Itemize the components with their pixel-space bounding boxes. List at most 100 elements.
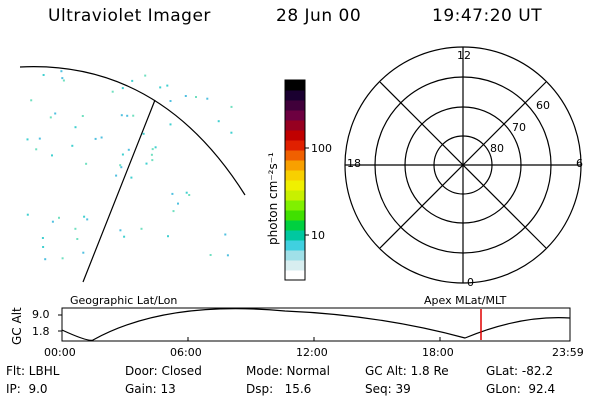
emission-dot <box>159 86 162 89</box>
emission-dot <box>51 220 54 223</box>
emission-dot <box>171 192 174 195</box>
colorbar-band <box>285 230 305 241</box>
emission-dot <box>127 148 130 151</box>
colorbar-band <box>285 120 305 131</box>
colorbar-band <box>285 250 305 261</box>
emission-dot <box>44 258 47 261</box>
colorbar-band <box>285 200 305 211</box>
seq-info: Seq: 39 <box>365 382 411 396</box>
colorbar-band <box>285 150 305 161</box>
colorbar-band <box>285 220 305 231</box>
emission-dot <box>119 229 122 232</box>
emission-dot <box>226 254 229 257</box>
emission-dot <box>209 254 212 256</box>
earth-limb <box>19 66 246 196</box>
polar-ring-60: 60 <box>536 99 550 112</box>
meridian-line <box>82 99 156 283</box>
dsp-info: Dsp: 15.6 <box>246 382 312 396</box>
emission-dot <box>206 97 209 100</box>
emission-dot <box>41 237 44 239</box>
colorbar-band <box>285 160 305 171</box>
polar-ring-70: 70 <box>512 121 526 134</box>
orbit-timeline <box>58 307 571 342</box>
flt-info: Flt: LBHL <box>6 364 60 378</box>
emission-dot <box>184 95 187 97</box>
emission-dot <box>42 74 45 76</box>
emission-dot <box>169 100 172 102</box>
colorbar-label-10: 10 <box>311 229 325 242</box>
emission-dot <box>121 87 124 90</box>
emission-dot <box>230 131 233 134</box>
emission-dot <box>151 159 154 162</box>
emission-dot <box>54 112 57 115</box>
emission-dot <box>82 251 85 254</box>
polar-ring-80: 80 <box>490 142 504 155</box>
emission-dot <box>188 194 191 196</box>
emission-dot <box>76 238 79 240</box>
emission-dot <box>224 233 227 236</box>
emission-dot <box>51 154 53 157</box>
emission-dot <box>150 153 153 156</box>
emission-dot <box>172 210 175 213</box>
y-tick-1-8: 1.8 <box>32 325 50 338</box>
emission-dot <box>60 70 63 73</box>
ip-info: IP: 9.0 <box>6 382 48 396</box>
emission-dots <box>26 70 233 261</box>
glat-info: GLat: -82.2 <box>486 364 553 378</box>
colorbar-band <box>285 180 305 191</box>
colorbar-band <box>285 210 305 221</box>
time-label: 19:47:20 UT <box>432 6 543 26</box>
colorbar-band <box>285 100 305 111</box>
emission-dot <box>119 164 122 167</box>
x-tick-1800: 18:00 <box>422 346 454 359</box>
emission-dot <box>167 235 169 238</box>
emission-dot <box>217 120 220 123</box>
x-tick-2359: 23:59 <box>552 346 584 359</box>
emission-dot <box>166 84 169 87</box>
emission-dot <box>131 79 134 82</box>
colorbar-band <box>285 190 305 201</box>
colorbar-band <box>285 130 305 141</box>
emission-dot <box>42 246 45 248</box>
polar-plot <box>344 46 582 284</box>
emission-dot <box>74 227 77 230</box>
emission-dot <box>169 123 172 126</box>
emission-dot <box>83 215 86 218</box>
emission-dot <box>195 96 197 98</box>
colorbar-band <box>285 140 305 151</box>
emission-dot <box>26 213 29 216</box>
colorbar-band <box>285 240 305 251</box>
colorbar <box>284 79 306 281</box>
emission-dot <box>115 174 118 177</box>
emission-dot <box>94 137 97 140</box>
glon-info: GLon: 92.4 <box>486 382 556 396</box>
emission-dot <box>154 146 157 149</box>
emission-dot <box>230 105 233 108</box>
emission-dot <box>26 138 29 141</box>
emission-dot <box>126 114 129 117</box>
emission-dot <box>35 148 38 151</box>
emission-dot <box>71 144 74 147</box>
door-info: Door: Closed <box>125 364 202 378</box>
colorbar-band <box>285 90 305 101</box>
x-tick-1200: 12:00 <box>296 346 328 359</box>
emission-dot <box>140 227 143 230</box>
colorbar-band <box>285 260 305 271</box>
date-label: 28 Jun 00 <box>276 6 362 26</box>
colorbar-label-100: 100 <box>311 142 332 155</box>
gain-info: Gain: 13 <box>125 382 176 396</box>
app-title: Ultraviolet Imager <box>48 6 211 26</box>
gc-alt-info: GC Alt: 1.8 Re <box>365 364 449 378</box>
emission-dot <box>38 137 41 140</box>
emission-dot <box>120 114 123 117</box>
emission-dot <box>58 216 60 219</box>
polar-label-18: 18 <box>347 157 361 170</box>
emission-dot <box>185 191 188 194</box>
polar-label-6: 6 <box>576 157 583 170</box>
colorbar-band <box>285 110 305 121</box>
y-tick-9: 9.0 <box>32 308 50 321</box>
geographic-title: Geographic Lat/Lon <box>70 294 178 307</box>
colorbar-band <box>285 270 305 281</box>
x-tick-0000: 00:00 <box>44 346 76 359</box>
